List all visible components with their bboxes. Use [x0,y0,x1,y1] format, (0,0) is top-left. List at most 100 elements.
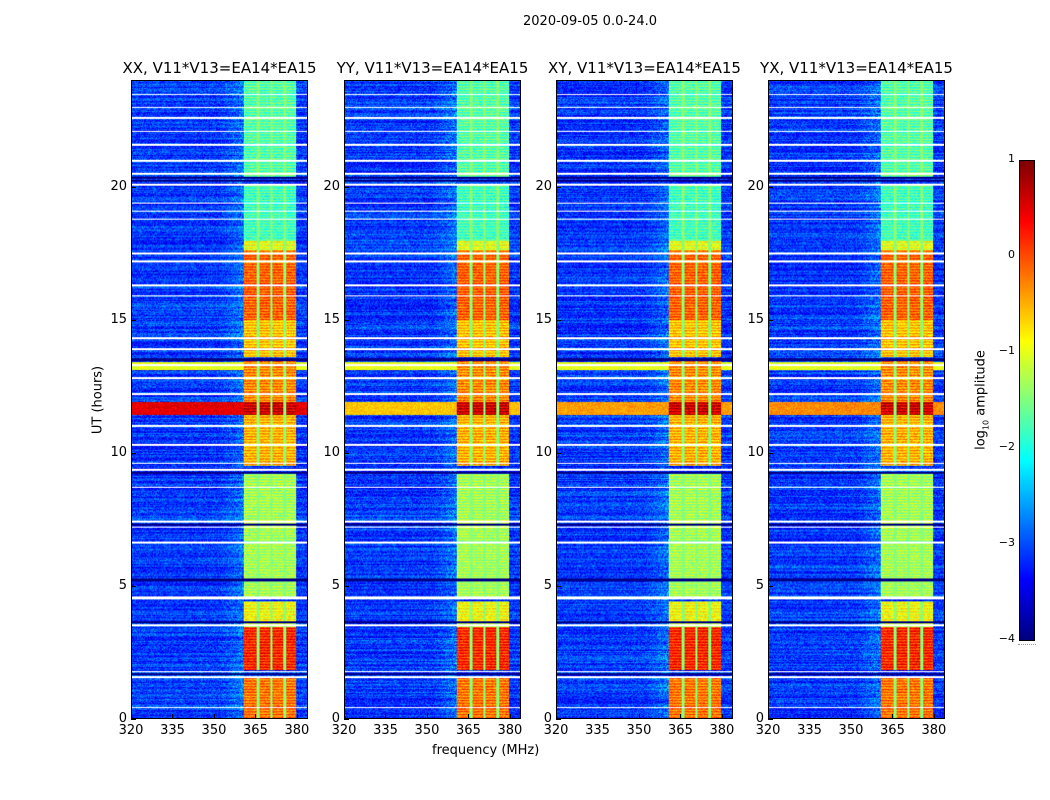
y-tick-mark [131,319,136,321]
y-tick-label: 5 [755,577,764,593]
x-tick-label: 320 [118,723,144,738]
panel-title: YX, V11*V13=EA14*EA15 [760,59,953,77]
x-tick-label: 380 [284,723,310,738]
y-tick-mark [131,186,136,188]
y-axis-label: UT (hours) [90,365,106,435]
x-tick-mark [556,714,557,719]
x-tick-label: 320 [543,723,569,738]
y-tick-mark [131,452,136,454]
x-tick-mark [172,714,174,719]
y-tick-mark [556,319,561,321]
colorbar-extension-marker [1018,644,1036,645]
figure-suptitle: 2020-09-05 0.0-24.0 [523,14,657,29]
x-tick-mark [638,714,640,719]
heatmap-panel [131,80,308,719]
x-tick-label: 350 [201,723,227,738]
y-tick-label: 5 [331,577,340,593]
y-tick-label: 10 [110,444,127,460]
heatmap-panel [768,80,945,719]
y-tick-label: 0 [543,711,552,726]
panel-title: XY, V11*V13=EA14*EA15 [548,59,741,77]
x-tick-label: 380 [921,723,947,738]
y-tick-mark [556,719,561,720]
heatmap-image [345,81,520,718]
x-tick-label: 335 [797,723,822,738]
y-tick-label: 10 [747,444,764,460]
x-tick-mark [850,714,852,719]
y-tick-label: 5 [543,577,552,593]
x-tick-mark [721,714,723,719]
colorbar-label-suffix: amplitude [973,350,989,420]
x-tick-mark [680,714,682,719]
x-tick-mark [933,714,935,719]
x-tick-mark [809,714,811,719]
x-tick-label: 350 [414,723,440,738]
heatmap-image [132,81,307,718]
x-tick-mark [426,714,428,719]
y-tick-label: 10 [323,444,340,460]
y-tick-mark [768,319,773,321]
x-tick-mark [468,714,470,719]
y-tick-mark [556,186,561,188]
heatmap-image [557,81,732,718]
y-tick-label: 10 [535,444,552,460]
y-tick-mark [344,719,349,720]
colorbar-tick-label: −3 [998,536,1015,549]
heatmap-panel [556,80,733,719]
x-tick-label: 320 [331,723,357,738]
x-tick-mark [597,714,599,719]
x-tick-label: 350 [626,723,652,738]
x-tick-label: 335 [160,723,185,738]
y-tick-mark [344,186,349,188]
x-tick-label: 380 [497,723,523,738]
x-tick-label: 365 [668,723,693,738]
x-tick-label: 380 [709,723,735,738]
x-tick-mark [296,714,298,719]
y-tick-mark [768,186,773,188]
x-tick-mark [131,714,132,719]
y-tick-mark [131,585,136,587]
x-tick-mark [385,714,387,719]
colorbar-tick-label: −2 [998,440,1015,453]
y-tick-label: 20 [323,178,340,194]
y-tick-mark [556,585,561,587]
y-tick-mark [344,452,349,454]
y-tick-label: 0 [755,711,764,726]
y-tick-mark [344,319,349,321]
x-axis-label: frequency (MHz) [432,743,540,758]
y-tick-label: 20 [747,178,764,194]
x-tick-label: 320 [755,723,781,738]
y-tick-label: 15 [535,311,552,327]
x-tick-label: 365 [880,723,905,738]
colorbar-tick-label: −4 [998,632,1015,645]
y-tick-label: 15 [323,311,340,327]
heatmap-image [769,81,944,718]
y-tick-label: 15 [747,311,764,327]
colorbar-label-sub: 10 [981,419,991,431]
y-tick-mark [768,452,773,454]
y-tick-label: 15 [110,311,127,327]
x-tick-mark [255,714,257,719]
heatmap-panel [344,80,521,719]
y-tick-label: 0 [331,711,340,726]
y-tick-mark [556,452,561,454]
x-tick-label: 335 [585,723,610,738]
y-tick-mark [344,585,349,587]
panel-title: YY, V11*V13=EA14*EA15 [336,59,529,77]
x-tick-mark [213,714,215,719]
x-tick-mark [509,714,511,719]
y-tick-mark [131,719,136,720]
y-tick-label: 20 [535,178,552,194]
colorbar-label: log10 amplitude [974,350,991,450]
colorbar-tick-label: −1 [998,344,1015,357]
colorbar [1019,160,1035,641]
y-tick-label: 20 [110,178,127,194]
y-tick-mark [768,585,773,587]
colorbar-tick-label: 0 [1008,248,1015,261]
x-tick-mark [344,714,345,719]
x-tick-label: 365 [243,723,268,738]
x-tick-mark [768,714,769,719]
y-tick-mark [768,719,773,720]
y-tick-label: 0 [118,711,127,726]
colorbar-label-log: log [973,430,989,450]
